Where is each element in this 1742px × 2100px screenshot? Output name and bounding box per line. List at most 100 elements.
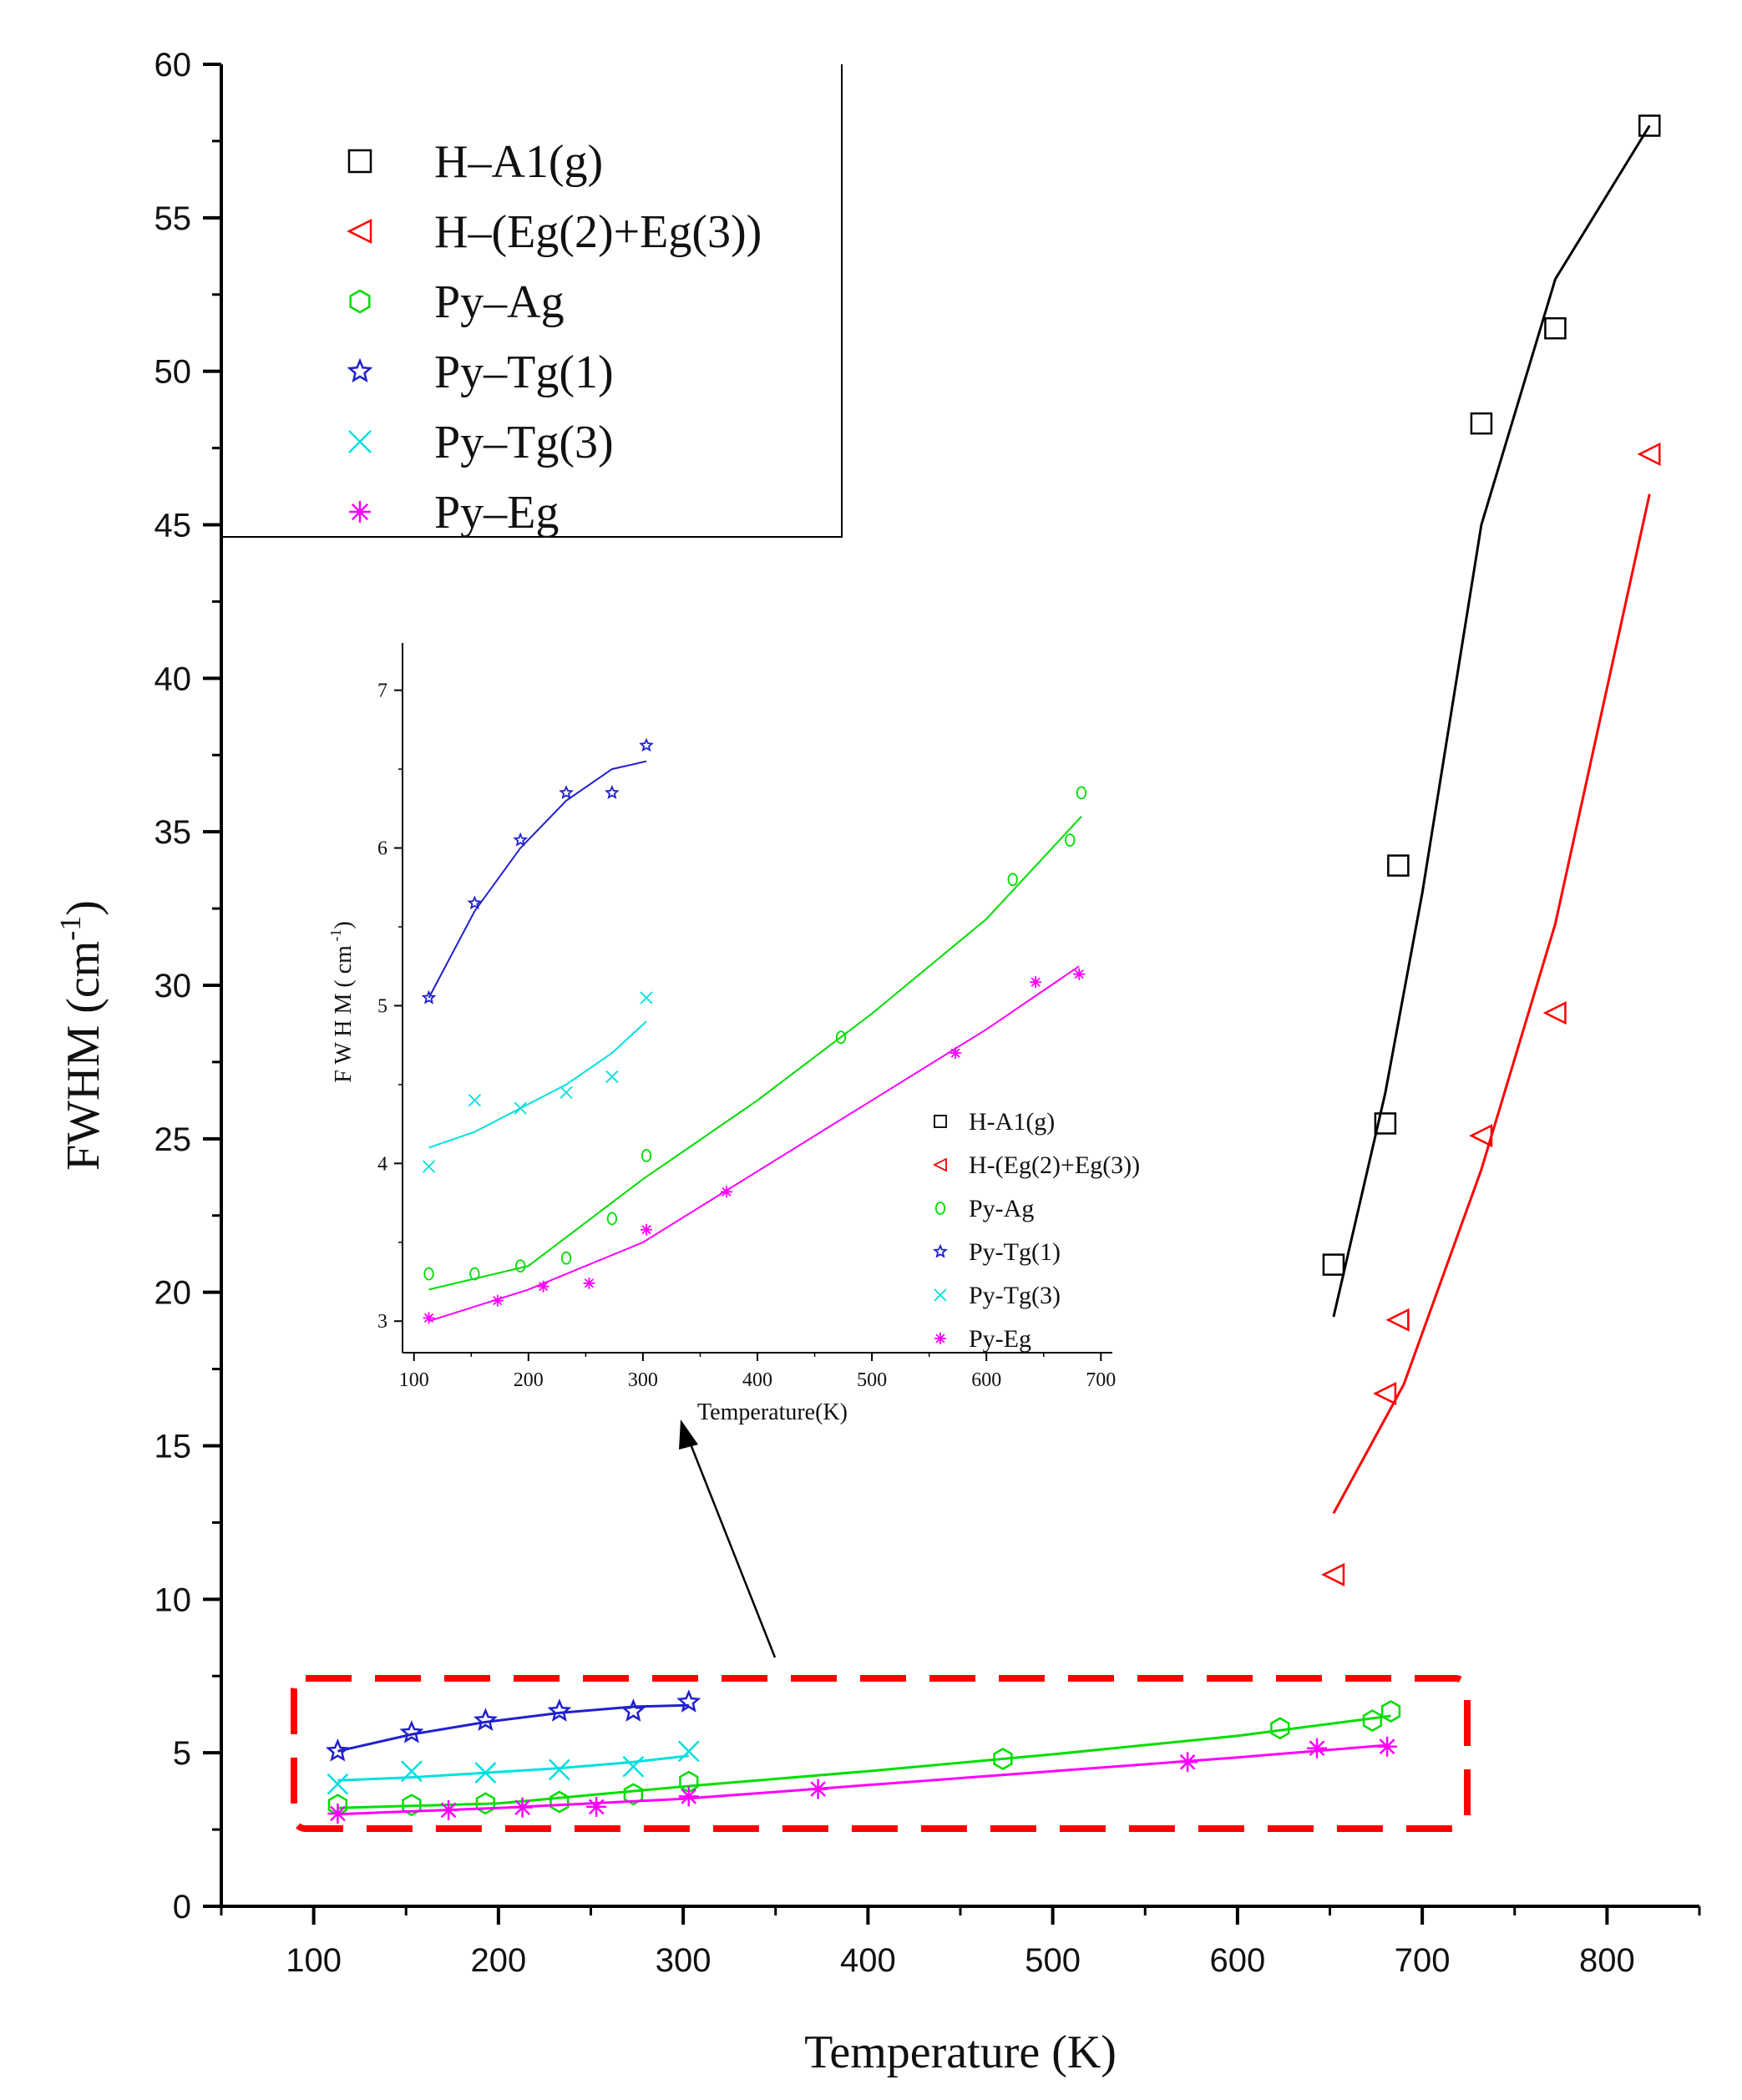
data-point-py-tg-1 <box>399 1720 424 1743</box>
inset-legend-label-py-tg-1: Py-Tg(1) <box>969 1238 1061 1266</box>
x-tick-label: 300 <box>656 1942 711 1979</box>
inset-data-point-py-ag <box>641 1148 652 1162</box>
inset-data-point-py-ag <box>1007 873 1018 887</box>
data-point-h-eg-2-eg-3 <box>1373 1381 1397 1406</box>
y-tick-label: 40 <box>154 660 192 697</box>
legend-label-py-ag: Py–Ag <box>434 276 565 328</box>
inset-y-tick-label: 7 <box>377 681 387 702</box>
legend-marker-py-eg <box>349 501 371 523</box>
inset-data-point-py-tg-3 <box>514 1101 527 1115</box>
data-point-py-eg <box>678 1786 699 1807</box>
data-point-py-eg <box>512 1797 533 1818</box>
inset-series-py-tg-3 <box>422 991 653 1173</box>
inset-data-point-py-ag <box>515 1259 526 1273</box>
series-py-eg <box>327 1736 1398 1824</box>
inset-data-point-py-tg-1 <box>513 832 529 847</box>
zoom-arrow <box>679 1419 777 1658</box>
inset-data-point-py-ag <box>1076 786 1087 800</box>
inset-x-tick-label: 600 <box>971 1369 1001 1391</box>
inset-legend-label-h-a1-g: H-A1(g) <box>969 1108 1055 1136</box>
inset-data-point-py-eg <box>721 1186 732 1198</box>
data-point-py-ag <box>1362 1709 1383 1733</box>
inset-legend-marker-py-eg <box>934 1333 946 1344</box>
inset-data-point-py-tg-1 <box>421 989 437 1004</box>
fit-line-h-eg-2-eg-3 <box>1332 493 1651 1515</box>
data-point-py-tg-3 <box>677 1740 700 1763</box>
y-axis-title: FWHM (cm-1) <box>53 900 109 1171</box>
y-tick-label: 20 <box>154 1275 192 1312</box>
inset-y-tick-label: 5 <box>377 995 387 1017</box>
data-point-py-ag <box>402 1794 422 1817</box>
data-point-py-eg <box>1177 1752 1198 1773</box>
legend-frame <box>221 64 843 538</box>
inset-data-point-py-eg <box>949 1047 962 1060</box>
inset-data-point-py-tg-3 <box>640 991 653 1004</box>
x-tick-label: 100 <box>286 1942 342 1979</box>
data-point-py-eg <box>808 1779 828 1799</box>
series-py-tg-1 <box>325 1689 701 1762</box>
x-axis-title: Temperature (K) <box>804 2027 1117 2078</box>
y-tick-label: 35 <box>154 814 192 851</box>
inset-data-point-py-tg-3 <box>605 1070 619 1084</box>
y-tick-label: 55 <box>154 200 192 237</box>
inset-legend-marker-h-a1-g <box>934 1115 947 1128</box>
inset-legend-label-py-tg-3: Py-Tg(3) <box>969 1282 1061 1309</box>
data-point-py-ag <box>623 1783 644 1806</box>
inset-data-point-py-eg <box>1073 968 1086 980</box>
data-point-py-ag <box>1380 1700 1401 1723</box>
series-h-a1-g <box>1322 114 1661 1318</box>
inset-data-point-py-tg-3 <box>560 1085 573 1099</box>
fit-line-h-a1-g <box>1332 124 1651 1318</box>
inset-chart: 3 4 5 6 7 100 200 300 400 500 600 700 Temperature(K)… <box>327 643 1140 1425</box>
x-tick-label: 700 <box>1395 1942 1451 1979</box>
inset-data-point-py-ag <box>560 1251 572 1265</box>
legend-label-h-eg-2-eg-3: H–(Eg(2)+Eg(3)) <box>434 206 762 258</box>
inset-x-axis-title: Temperature(K) <box>697 1399 848 1425</box>
data-point-py-tg-1 <box>473 1708 498 1731</box>
x-tick-label: 800 <box>1579 1942 1635 1979</box>
data-point-h-a1-g <box>1322 1253 1345 1276</box>
main-series-layer <box>325 114 1661 1824</box>
data-point-py-eg <box>327 1804 348 1824</box>
inset-y-tick-label: 6 <box>377 838 387 860</box>
inset-data-point-py-ag <box>469 1267 480 1281</box>
x-tick-label: 500 <box>1025 1942 1081 1979</box>
inset-x-tick-label: 100 <box>399 1369 429 1391</box>
data-point-h-eg-2-eg-3 <box>1385 1308 1410 1332</box>
inset-legend-label-py-eg: Py-Eg <box>969 1325 1031 1353</box>
data-point-py-ag <box>1270 1717 1290 1740</box>
data-point-h-a1-g <box>1374 1112 1397 1135</box>
data-point-h-a1-g <box>1387 854 1410 877</box>
series-py-ag <box>327 1700 1401 1817</box>
inset-data-point-py-tg-1 <box>467 895 483 910</box>
data-point-py-tg-3 <box>474 1762 497 1784</box>
inset-data-point-py-eg <box>583 1277 595 1289</box>
y-tick-label: 30 <box>154 968 192 1004</box>
x-tick-label: 600 <box>1210 1942 1266 1979</box>
inset-data-point-py-eg <box>537 1280 549 1293</box>
inset-legend-label-h-eg-2-eg-3: H-(Eg(2)+Eg(3)) <box>969 1151 1140 1179</box>
inset-fit-line-py-tg-1 <box>428 760 647 999</box>
x-tick-label: 200 <box>471 1942 527 1979</box>
legend-marker-py-tg-3 <box>348 430 372 453</box>
zoom-highlight-box <box>291 1675 1471 1832</box>
fit-line-py-eg <box>337 1743 1388 1816</box>
inset-fit-line-py-ag <box>428 816 1082 1291</box>
inset-series-py-eg <box>423 965 1086 1324</box>
y-tick-label: 25 <box>154 1121 192 1158</box>
y-tick-label: 60 <box>154 47 192 83</box>
legend-label-h-a1-g: H–A1(g) <box>434 136 603 188</box>
data-point-h-eg-2-eg-3 <box>1542 1001 1567 1025</box>
inset-data-point-py-tg-1 <box>604 785 620 799</box>
data-point-py-tg-1 <box>325 1738 350 1762</box>
data-point-py-eg <box>1307 1738 1327 1758</box>
inset-y-axis-title-main: F W H M ( cm <box>331 945 357 1083</box>
inset-y-tick-label: 4 <box>377 1153 387 1175</box>
data-point-py-tg-3 <box>327 1773 349 1795</box>
series-py-tg-3 <box>327 1740 700 1795</box>
inset-data-point-py-ag <box>606 1212 618 1226</box>
inset-data-point-py-tg-3 <box>422 1160 436 1173</box>
inset-y-axis-title: F W H M ( cm -1) <box>327 921 357 1082</box>
legend-marker-py-tg-1 <box>347 357 373 383</box>
